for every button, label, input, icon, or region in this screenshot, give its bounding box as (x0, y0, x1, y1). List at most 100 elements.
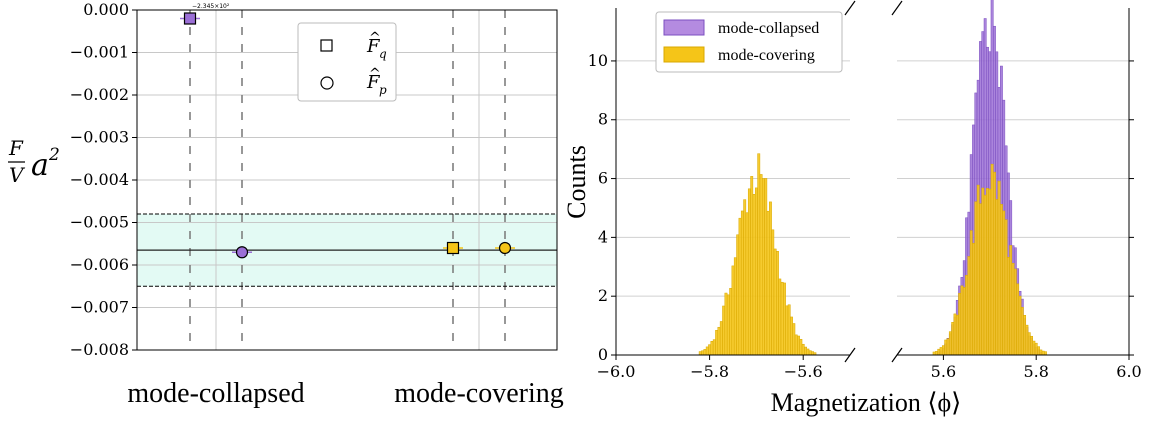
y-tick-label: 2 (598, 286, 608, 305)
x-tick-label: 5.6 (931, 362, 956, 381)
histogram-bar (972, 243, 975, 356)
histogram-bar (990, 163, 994, 356)
svg-text:a: a (31, 148, 49, 183)
histogram-bar (1016, 283, 1020, 356)
histogram-bar (1011, 263, 1015, 356)
histogram-bar (797, 335, 800, 356)
histogram-bar (1032, 340, 1036, 356)
histogram-bar (764, 178, 768, 356)
y-tick-label: 10 (588, 51, 608, 70)
offset-text: −2.345×10² (192, 3, 230, 10)
histogram-bar (1030, 335, 1033, 356)
histogram-bar (780, 281, 784, 356)
histogram-bar (794, 334, 798, 356)
svg-text:q: q (379, 47, 387, 61)
svg-text:V: V (9, 163, 26, 187)
histogram-bar (951, 322, 955, 356)
data-point-circle (235, 246, 249, 259)
svg-text:F: F (366, 72, 381, 93)
histogram-bar (733, 257, 737, 356)
left-legend: F ^ q F ^ p (297, 22, 397, 102)
axis-break-mark (844, 347, 856, 363)
left-y-axis-label: F V a 2 (8, 136, 60, 187)
y-tick-label: −0.005 (70, 213, 129, 232)
histogram-bar (731, 265, 735, 356)
histogram-bar (743, 199, 747, 356)
histogram-bar (712, 339, 716, 356)
histogram-bar (955, 314, 959, 356)
histogram-bar (988, 188, 992, 356)
histogram-bar (811, 351, 814, 356)
histogram-bar (937, 348, 941, 356)
histogram-bar (738, 217, 742, 356)
histogram-bar (999, 204, 1003, 356)
histogram-bar (783, 282, 786, 356)
histogram-bar (1041, 350, 1045, 356)
histogram-bar (806, 348, 810, 356)
histogram-bar (773, 248, 777, 356)
histogram-bar (769, 201, 772, 356)
legend-label-mode-covering: mode-covering (718, 47, 815, 64)
svg-text:^: ^ (369, 66, 381, 82)
histogram-bar (745, 212, 749, 356)
histogram-bar (708, 344, 712, 356)
histogram-bar (1006, 257, 1010, 356)
y-tick-label: −0.006 (70, 255, 129, 274)
x-tick-label: 6.0 (1116, 362, 1141, 381)
histogram-bar (965, 275, 969, 356)
histogram-bar (719, 321, 723, 356)
svg-text:p: p (379, 83, 387, 97)
histogram-bar (969, 230, 973, 356)
data-point-circle (498, 241, 512, 255)
histogram-bar (736, 234, 740, 356)
histogram-bar (740, 210, 744, 356)
histogram-bar (981, 187, 985, 356)
histogram-bar (962, 287, 966, 356)
y-tick-label: 6 (598, 169, 608, 188)
histogram-bar (983, 194, 987, 356)
histogram-bar (754, 187, 758, 356)
legend-circle-marker (320, 76, 334, 90)
legend-fp-label: F ^ p (366, 66, 387, 97)
right-legend: mode-collapsed mode-covering (655, 11, 843, 73)
histogram-bar (790, 316, 793, 356)
histogram-bar (715, 330, 719, 356)
histogram-bar (717, 326, 721, 356)
histogram-bar (995, 199, 999, 356)
histogram-bar (799, 339, 803, 356)
histogram-bar (1020, 307, 1024, 356)
y-tick-label: 0.000 (83, 0, 129, 19)
y-tick-label: −0.008 (70, 340, 129, 359)
svg-text:F: F (8, 136, 24, 160)
histogram-bar (1018, 295, 1022, 356)
histogram-bar (766, 210, 770, 356)
histogram-bar (1044, 351, 1047, 356)
right-axes (615, 0, 1130, 363)
histogram-bar (1027, 332, 1031, 356)
y-tick-label: 4 (598, 227, 608, 246)
histogram-bar (759, 174, 763, 356)
histogram-bar (757, 153, 761, 356)
histogram-bar (993, 171, 996, 356)
left-dashed-lines (189, 10, 506, 350)
histogram-bar (701, 350, 704, 356)
data-point-square (446, 241, 460, 255)
histogram-bar (801, 343, 805, 356)
histogram-bar (804, 346, 807, 356)
histogram-bar (1002, 210, 1006, 356)
right-ticks: −6.0 −5.8 −5.6 5.6 5.8 6.0 0 2 4 6 8 10 (588, 51, 1142, 381)
right-x-axis-label: Magnetization ⟨ϕ⟩ (771, 388, 962, 417)
x-tick-label: −5.6 (784, 362, 823, 381)
x-tick-label: 5.8 (1023, 362, 1048, 381)
histogram-bar (771, 229, 775, 356)
histogram-bar (1034, 342, 1038, 356)
left-points (180, 12, 515, 259)
histogram-bar (808, 350, 812, 356)
histogram-bar (944, 339, 948, 356)
y-tick-label: −0.003 (70, 128, 129, 147)
histogram-bar (778, 278, 782, 356)
axis-break-mark (844, 0, 856, 16)
x-tick-label: −5.8 (690, 362, 729, 381)
histogram-bar (979, 203, 982, 356)
